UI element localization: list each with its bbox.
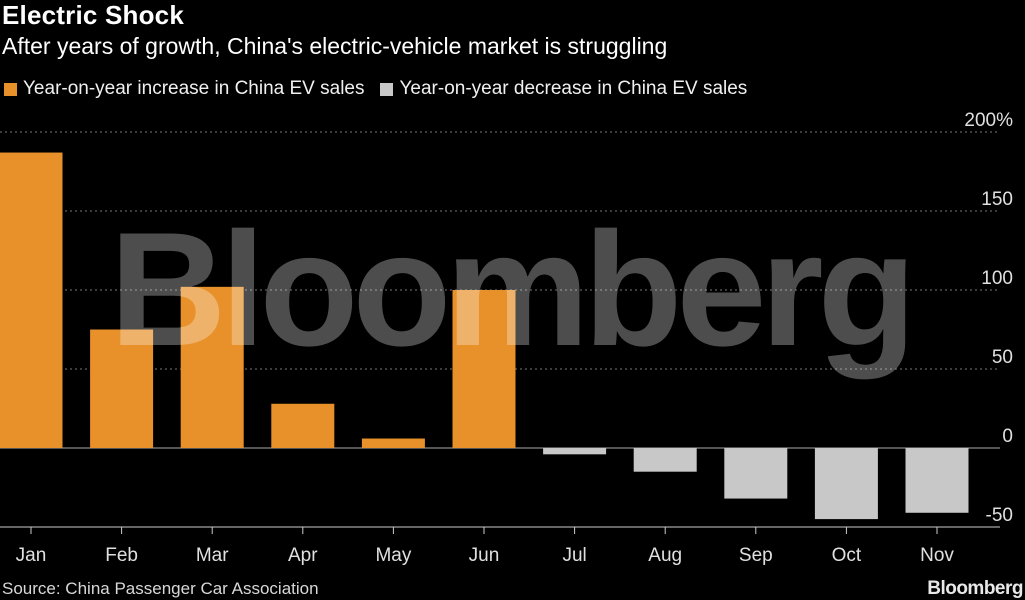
brand-logo: Bloomberg — [927, 578, 1023, 599]
bar-sep — [724, 448, 788, 499]
bar-mar — [180, 286, 244, 448]
legend: Year-on-year increase in China EV sales … — [4, 78, 763, 100]
legend-swatch-decrease — [380, 82, 394, 96]
bar-apr — [271, 403, 335, 448]
bar-feb — [90, 329, 154, 448]
y-tick-label: -50 — [986, 505, 1013, 526]
x-tick-label: Jul — [562, 545, 586, 566]
source-note: Source: China Passenger Car Association — [2, 579, 319, 598]
x-tick-label: Jan — [16, 545, 47, 566]
bar-nov — [905, 448, 969, 513]
chart-title: Electric Shock — [2, 0, 184, 30]
legend-label-increase: Year-on-year increase in China EV sales — [23, 78, 365, 99]
y-tick-label: 50 — [992, 347, 1013, 368]
y-tick-label: 100 — [981, 268, 1013, 289]
legend-item-increase: Year-on-year increase in China EV sales — [4, 78, 364, 100]
bar-jun — [452, 290, 516, 448]
legend-swatch-increase — [4, 82, 17, 96]
bar-oct — [814, 448, 878, 520]
y-tick-label: 0 — [1002, 426, 1013, 447]
x-tick-label: Oct — [832, 545, 862, 566]
bloomberg-watermark: Bloomberg — [109, 199, 910, 380]
legend-item-decrease: Year-on-year decrease in China EV sales — [380, 78, 747, 100]
bar-jan — [0, 152, 63, 449]
y-tick-label: 200% — [964, 110, 1013, 131]
bar-may — [361, 438, 425, 448]
x-tick-label: May — [375, 545, 411, 566]
x-tick-label: Nov — [920, 545, 954, 566]
x-tick-label: Jun — [469, 545, 500, 566]
legend-label-decrease: Year-on-year decrease in China EV sales — [399, 78, 748, 99]
x-tick-label: Feb — [105, 545, 138, 566]
y-tick-label: 150 — [981, 189, 1013, 210]
x-tick-label: Aug — [648, 545, 682, 566]
x-tick-label: Mar — [196, 545, 229, 566]
bar-jul — [543, 448, 607, 455]
chart-subtitle: After years of growth, China's electric-… — [2, 33, 668, 59]
bar-aug — [633, 448, 697, 472]
x-tick-label: Sep — [739, 545, 773, 566]
x-tick-label: Apr — [288, 545, 318, 566]
